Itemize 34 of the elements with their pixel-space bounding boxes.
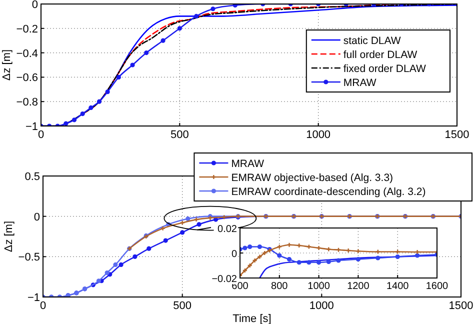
x-tick-label: 500	[170, 129, 189, 141]
y-tick-label: −0.4	[16, 48, 38, 60]
x-axis-title: Time [s]	[232, 313, 272, 324]
x-tick-label: 1000	[309, 300, 334, 312]
y-tick-label: −0.5	[18, 252, 40, 264]
x-tick-label: 1500	[448, 300, 474, 312]
y-tick-label: 0	[34, 211, 40, 224]
y-tick-label: −0.6	[16, 72, 38, 84]
y-tick-label: −1	[27, 292, 40, 304]
y-tick-label: 0.02	[218, 224, 238, 235]
y-tick-label: −1	[25, 121, 38, 133]
x-tick-label: 1000	[308, 281, 330, 292]
y-tick-label: −0.02	[212, 274, 238, 285]
legend-label: MRAW	[343, 77, 376, 89]
x-tick-label: 800	[271, 281, 288, 292]
x-tick-label: 1000	[306, 129, 331, 141]
x-tick-label: 1600	[426, 281, 449, 292]
legend-label: fixed order DLAW	[343, 63, 426, 75]
y-tick-label: 0	[32, 0, 38, 11]
x-tick-label: 1500	[444, 129, 470, 141]
x-tick-label: 1200	[347, 281, 370, 292]
x-tick-label: 1400	[386, 281, 410, 292]
y-axis-title: Δz [m]	[1, 49, 13, 81]
legend-label: static DLAW	[343, 35, 401, 47]
y-tick-label: −0.2	[16, 23, 38, 36]
legend-label: EMRAW coordinate-descending (Alg. 3.2)	[231, 186, 426, 198]
y-tick-label: 0	[231, 249, 238, 260]
x-tick-label: 500	[173, 300, 192, 312]
y-tick-label: −0.8	[16, 96, 38, 109]
legend-label: MRAW	[231, 158, 264, 170]
legend-label: full order DLAW	[343, 49, 418, 61]
y-axis-title: Δz [m]	[3, 220, 15, 252]
y-tick-label: 0.5	[24, 171, 40, 183]
legend-label: EMRAW objective-based (Alg. 3.3)	[231, 172, 394, 184]
